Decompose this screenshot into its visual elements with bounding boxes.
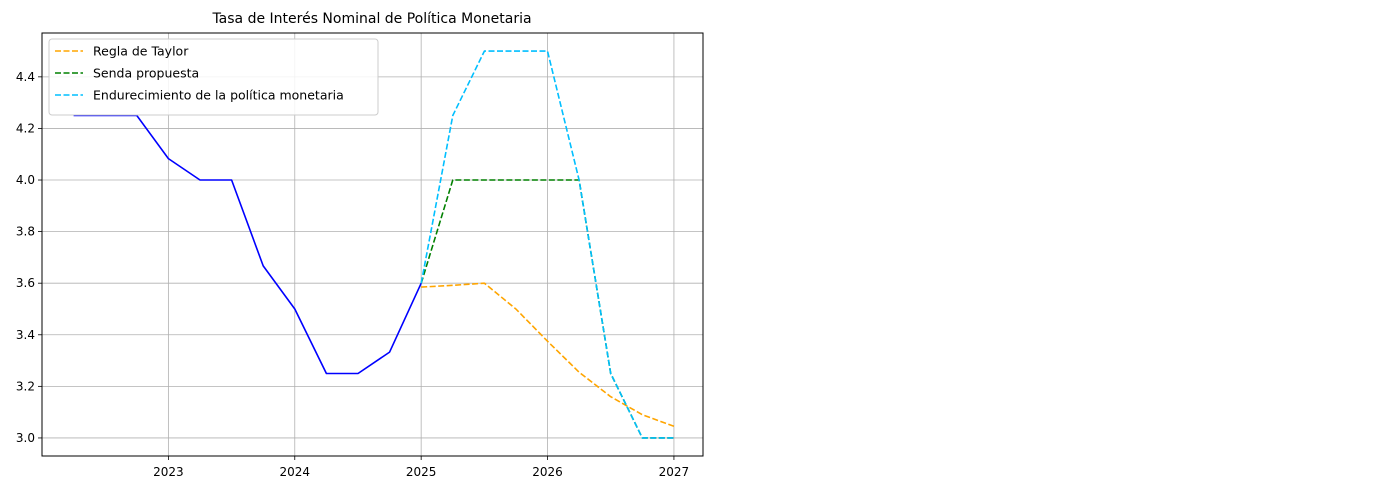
x-tick-label: 2025 <box>406 465 437 479</box>
legend: Regla de Taylor Senda propuesta Endurecimi… <box>48 38 379 116</box>
y-tick-label: 3.4 <box>16 328 35 342</box>
y-tick-label: 3.8 <box>16 225 35 239</box>
series-line-regla-de-taylor <box>421 282 675 428</box>
x-axis: 2023 2024 2025 2026 2027 <box>153 456 689 479</box>
y-tick-label: 3.0 <box>16 431 35 445</box>
legend-label: Endurecimiento de la política monetaria <box>93 88 344 103</box>
series-line-endurecimiento-de-la-pol-tica-monetaria <box>420 50 674 439</box>
legend-label: Senda propuesta <box>93 66 199 81</box>
x-tick-label: 2023 <box>153 465 184 479</box>
y-tick-label: 4.0 <box>16 173 35 187</box>
x-tick-label: 2026 <box>532 465 563 479</box>
y-tick-label: 3.6 <box>16 276 35 290</box>
x-tick-label: 2027 <box>659 465 690 479</box>
y-tick-label: 3.2 <box>16 379 35 393</box>
y-axis: 3.0 3.2 3.4 3.6 3.8 4.0 4.2 4.4 <box>16 70 42 445</box>
plot-area-frame <box>41 32 704 457</box>
y-tick-label: 4.4 <box>16 70 35 84</box>
x-tick-label: 2024 <box>279 465 310 479</box>
legend-label: Regla de Taylor <box>93 44 189 59</box>
chart-title: Tasa de Interés Nominal de Política Mone… <box>211 11 531 27</box>
legend-box <box>48 38 379 116</box>
y-tick-label: 4.2 <box>16 121 35 135</box>
